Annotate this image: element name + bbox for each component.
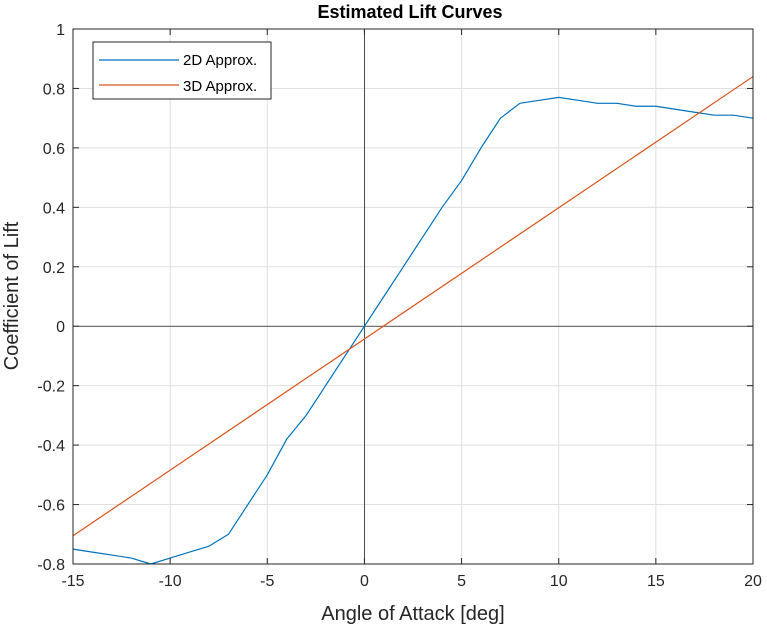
y-axis-title: Coefficient of Lift — [1, 221, 23, 370]
y-tick-label: -0.8 — [37, 557, 65, 574]
x-axis-ticks: -15 -10 -5 0 5 10 15 20 — [61, 29, 762, 590]
grid-lines — [72, 28, 754, 565]
x-tick-label: 5 — [457, 573, 466, 590]
legend-label-3d: 3D Approx. — [183, 78, 257, 95]
y-tick-label: 0 — [56, 319, 65, 336]
chart-title: Estimated Lift Curves — [317, 2, 502, 22]
zero-axis-lines — [73, 29, 753, 564]
y-tick-label: -0.4 — [37, 438, 65, 455]
y-tick-label: 0.8 — [43, 81, 65, 98]
y-axis-ticks: -0.8 -0.6 -0.4 -0.2 0 0.2 0.4 0.6 0.8 1 — [37, 22, 753, 574]
x-tick-label: 10 — [550, 573, 568, 590]
x-tick-label: -5 — [260, 573, 274, 590]
x-tick-label: -15 — [61, 573, 84, 590]
x-tick-label: 0 — [360, 573, 369, 590]
y-tick-label: 0.4 — [43, 200, 65, 217]
y-tick-label: 0.6 — [43, 141, 65, 158]
series-line-3d-approx — [72, 76, 754, 537]
y-tick-label: 0.2 — [43, 260, 65, 277]
legend-label-2d: 2D Approx. — [183, 52, 257, 69]
series-lines — [72, 76, 754, 565]
x-axis-title: Angle of Attack [deg] — [321, 603, 504, 625]
x-tick-label: 15 — [647, 573, 665, 590]
legend-box — [92, 41, 272, 100]
y-tick-label: -0.6 — [37, 498, 65, 515]
legend: 2D Approx. 3D Approx. — [92, 41, 272, 100]
x-tick-label: -10 — [159, 573, 182, 590]
plot-area-frame — [72, 28, 754, 565]
y-tick-label: -0.2 — [37, 379, 65, 396]
y-tick-label: 1 — [56, 22, 65, 39]
series-line-2d-approx — [72, 96, 754, 565]
x-tick-label: 20 — [744, 573, 762, 590]
